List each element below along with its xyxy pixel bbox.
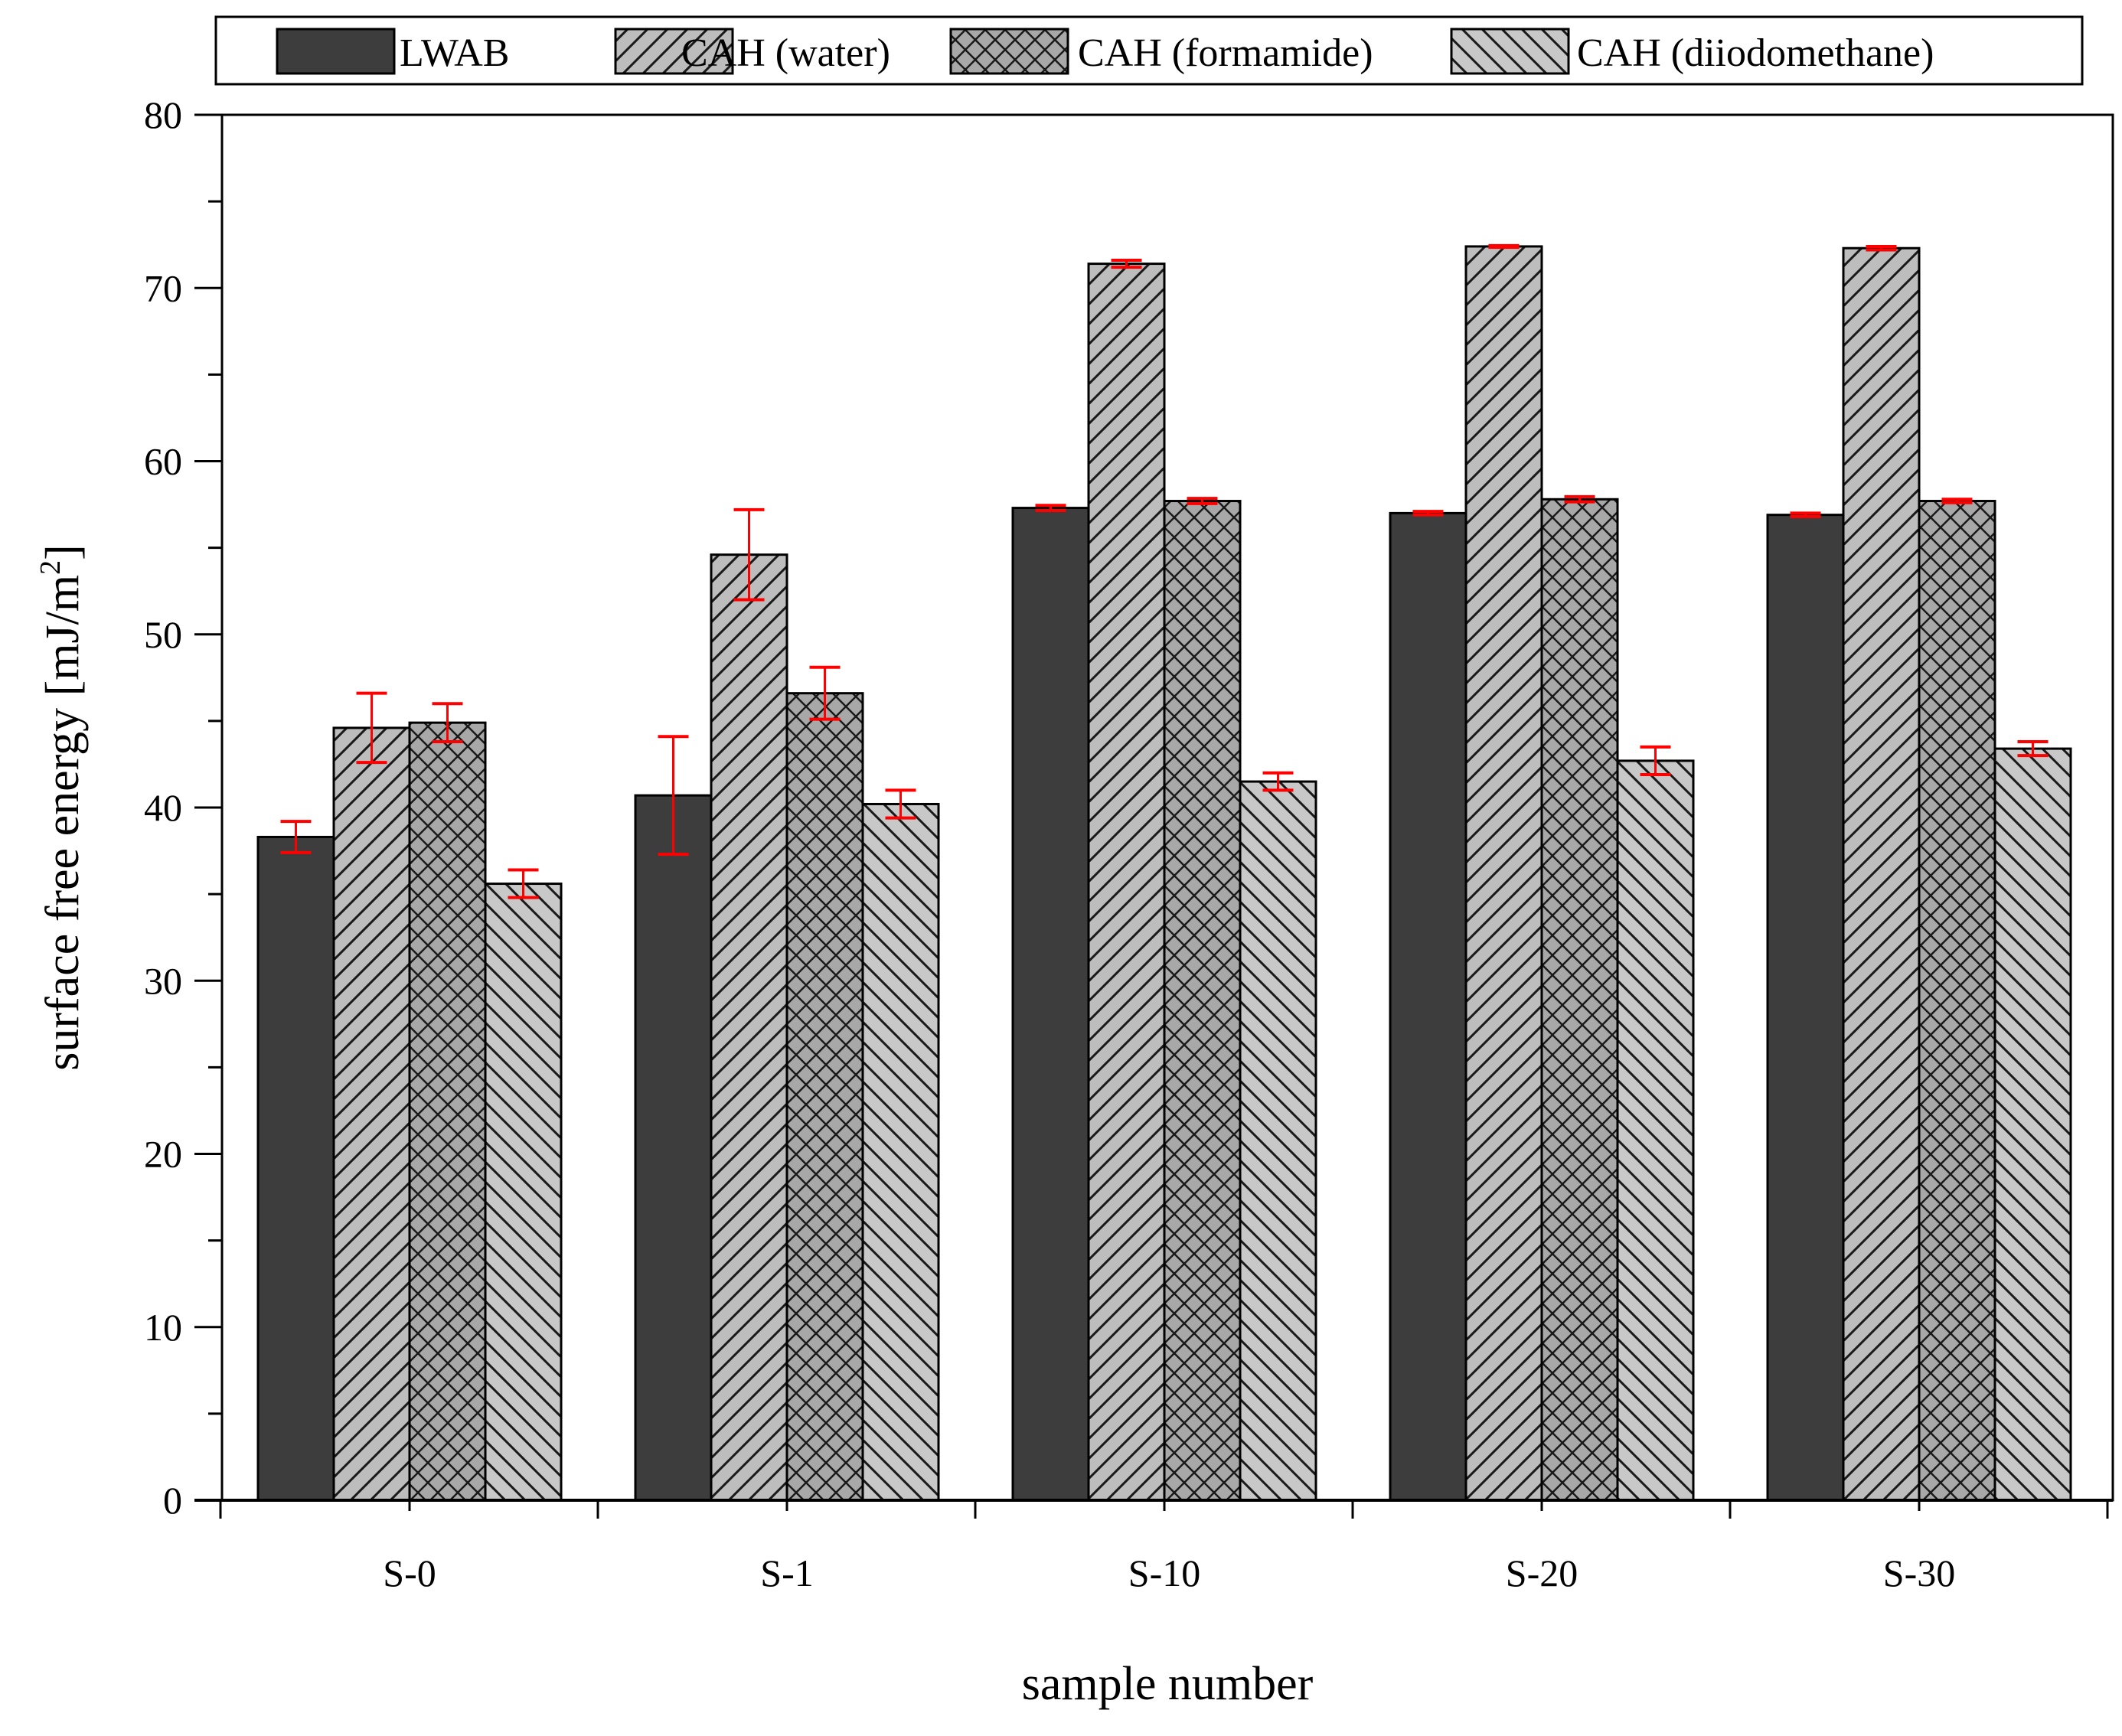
y-axis-title: surface free energy [mJ/m2] <box>34 544 89 1070</box>
error-bar-cah-formamide-s-10 <box>1187 497 1218 505</box>
error-bar-lwab-s-10 <box>1035 504 1066 512</box>
error-bar-cah-diiodomethane-s-20 <box>1640 745 1671 777</box>
y-axis-title-main: surface free energy [mJ/m <box>37 575 89 1071</box>
legend-item-cah-formamide: CAH (formamide) <box>949 28 1373 75</box>
bar-cah-formamide-s-20 <box>1540 498 1619 1502</box>
bar-lwab-s-1 <box>634 794 713 1502</box>
legend-swatch-cah-water <box>614 28 734 75</box>
error-bar-cah-formamide-s-30 <box>1941 498 1973 504</box>
error-bar-cah-water-s-30 <box>1866 244 1897 252</box>
error-bar-cah-diiodomethane-s-1 <box>885 788 916 820</box>
bar-cah-diiodomethane-s-1 <box>861 802 940 1502</box>
legend-item-cah-diiodomethane: CAH (diiodomethane) <box>1450 28 1934 75</box>
bar-cah-water-s-1 <box>710 553 788 1502</box>
bar-cah-water-s-0 <box>332 726 411 1502</box>
bar-cah-water-s-20 <box>1464 245 1543 1502</box>
y-tick-label-70: 70 <box>144 266 182 309</box>
legend-label-cah-diiodomethane: CAH (diiodomethane) <box>1577 31 1934 75</box>
legend-item-lwab: LWAB <box>276 28 509 75</box>
error-bar-cah-diiodomethane-s-10 <box>1262 771 1294 792</box>
error-bar-cah-water-s-0 <box>356 691 387 765</box>
bar-cah-water-s-30 <box>1842 246 1921 1502</box>
error-bar-lwab-s-1 <box>658 735 689 857</box>
bar-lwab-s-10 <box>1011 507 1090 1502</box>
y-tick-label-20: 20 <box>144 1133 182 1176</box>
legend-item-cah-water: CAH (water) <box>614 28 890 75</box>
bar-cah-diiodomethane-s-10 <box>1239 780 1317 1502</box>
legend-swatch-cah-diiodomethane <box>1450 28 1570 75</box>
x-tick-label-s-1: S-1 <box>760 1552 813 1594</box>
bar-lwab-s-30 <box>1766 514 1845 1502</box>
legend-label-cah-formamide: CAH (formamide) <box>1078 31 1373 75</box>
bar-lwab-s-20 <box>1389 511 1467 1502</box>
y-tick-label-30: 30 <box>144 959 182 1002</box>
y-tick-label-80: 80 <box>144 93 182 136</box>
y-tick-label-40: 40 <box>144 786 182 829</box>
error-bar-cah-diiodomethane-s-0 <box>508 868 539 899</box>
bar-cah-formamide-s-30 <box>1918 500 1996 1502</box>
error-bar-cah-diiodomethane-s-30 <box>2017 740 2049 758</box>
y-axis-title-superscript: 2 <box>34 560 67 575</box>
error-bar-cah-water-s-10 <box>1111 259 1142 269</box>
y-tick-label-10: 10 <box>144 1306 182 1349</box>
y-tick-label-0: 0 <box>163 1479 182 1522</box>
bars-layer <box>256 245 2072 1502</box>
y-axis-title-suffix: ] <box>37 544 89 560</box>
x-tick-label-s-20: S-20 <box>1506 1552 1578 1594</box>
error-bar-cah-formamide-s-20 <box>1564 494 1595 504</box>
legend-swatch-lwab <box>276 28 396 75</box>
error-bar-lwab-s-0 <box>280 820 312 854</box>
legend-label-lwab: LWAB <box>400 31 509 75</box>
error-bar-lwab-s-20 <box>1412 510 1444 517</box>
bar-cah-water-s-10 <box>1087 263 1166 1502</box>
legend-swatch-cah-formamide <box>949 28 1069 75</box>
x-tick-label-s-10: S-10 <box>1128 1552 1200 1594</box>
y-tick-label-60: 60 <box>144 440 182 483</box>
error-bar-cah-water-s-1 <box>733 507 765 602</box>
x-tick-label-s-30: S-30 <box>1883 1552 1955 1594</box>
bar-cah-diiodomethane-s-30 <box>1993 747 2072 1502</box>
y-tick-label-50: 50 <box>144 613 182 656</box>
legend-frame <box>214 15 2084 86</box>
axes-layer: 0 10 20 30 40 50 60 70 80 S-0 S-1 S-10 S-20 S-30 <box>144 93 2113 1594</box>
bar-cah-diiodomethane-s-0 <box>484 883 563 1502</box>
bar-cah-formamide-s-0 <box>408 721 487 1502</box>
error-bar-lwab-s-30 <box>1790 511 1821 518</box>
x-axis-title: sample number <box>1022 1658 1314 1710</box>
bar-cah-diiodomethane-s-20 <box>1616 759 1695 1502</box>
bar-cah-formamide-s-1 <box>785 692 864 1502</box>
error-bar-cah-formamide-s-1 <box>809 665 841 721</box>
error-bar-cah-water-s-20 <box>1488 243 1520 250</box>
bar-cah-formamide-s-10 <box>1163 500 1242 1502</box>
x-tick-label-s-0: S-0 <box>383 1552 436 1594</box>
legend-label-cah-water: CAH (water) <box>681 31 890 75</box>
legend: LWAB CAH (water) CAH (formamide) CAH (diiod… <box>276 28 1934 75</box>
error-bars-layer <box>280 243 2049 899</box>
error-bar-cah-formamide-s-0 <box>432 702 463 744</box>
bar-lwab-s-0 <box>256 835 335 1502</box>
